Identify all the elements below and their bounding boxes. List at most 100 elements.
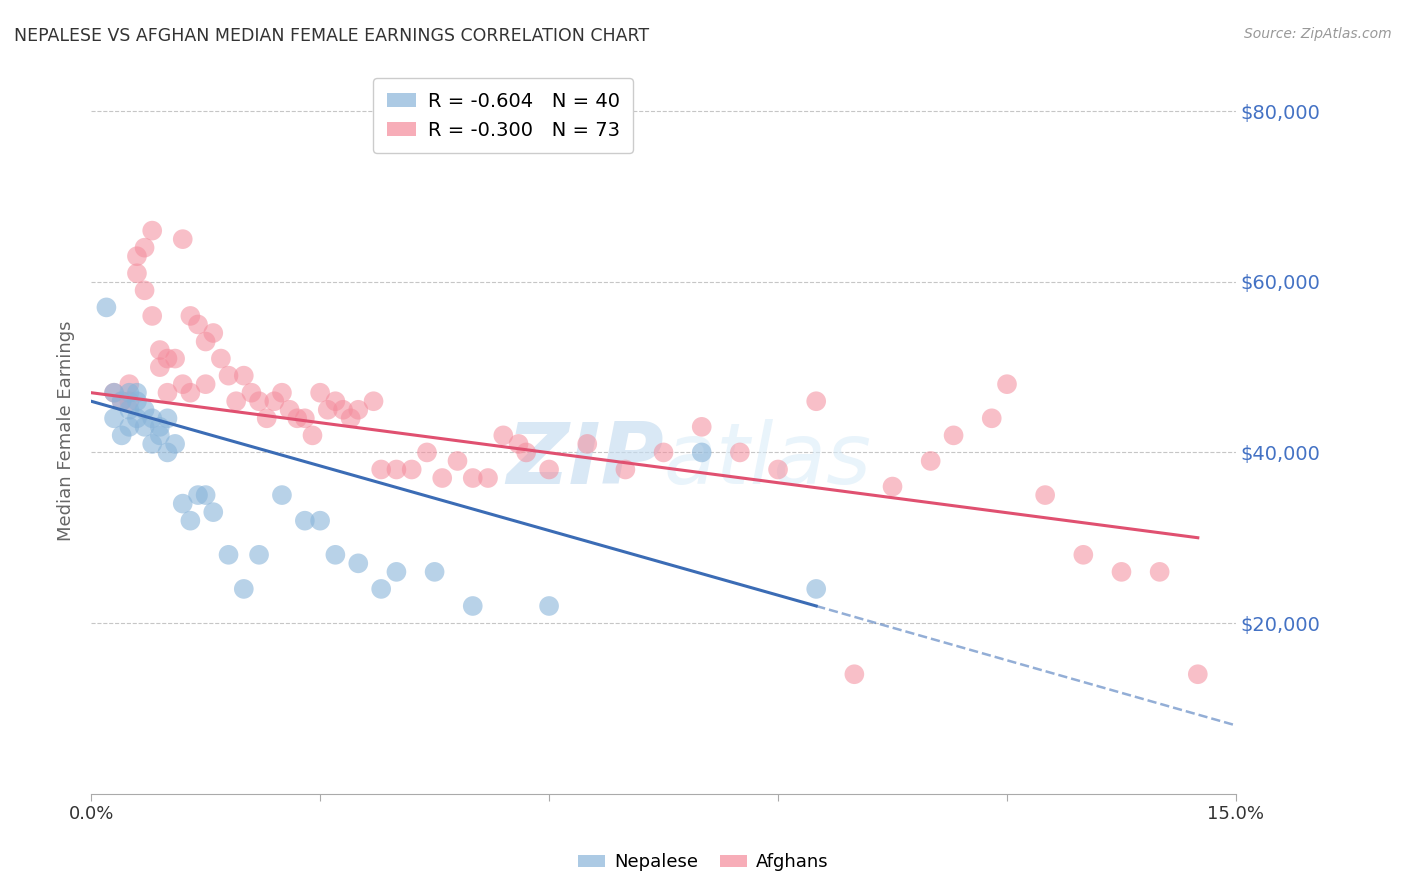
Point (125, 411, 148, 425)
Point (576, 437, 599, 451)
Point (149, 360, 172, 375)
Point (194, 377, 217, 392)
Point (111, 394, 134, 409)
Point (844, 667, 866, 681)
Point (515, 445, 537, 459)
Point (179, 385, 201, 400)
Point (882, 479, 904, 493)
Point (118, 402, 141, 417)
Point (538, 462, 561, 476)
Point (165, 437, 187, 451)
Point (1149, 565, 1171, 579)
Point (446, 454, 468, 468)
Point (247, 548, 270, 562)
Point (339, 411, 361, 425)
Point (247, 394, 270, 409)
Point (187, 318, 209, 332)
Point (477, 471, 499, 485)
Point (766, 462, 789, 476)
Point (125, 385, 148, 400)
Point (179, 309, 201, 323)
Y-axis label: Median Female Earnings: Median Female Earnings (58, 321, 75, 541)
Point (218, 368, 240, 383)
Point (325, 394, 347, 409)
Point (995, 377, 1018, 392)
Point (134, 241, 156, 255)
Point (728, 445, 751, 459)
Point (690, 420, 713, 434)
Point (149, 420, 172, 434)
Point (538, 599, 561, 613)
Point (980, 411, 1002, 425)
Point (294, 411, 316, 425)
Point (652, 445, 675, 459)
Point (309, 514, 332, 528)
Point (370, 462, 392, 476)
Point (118, 377, 141, 392)
Point (285, 411, 308, 425)
Point (1111, 565, 1133, 579)
Point (347, 557, 370, 571)
Point (134, 402, 156, 417)
Point (309, 385, 332, 400)
Point (363, 394, 385, 409)
Point (332, 402, 354, 417)
Point (942, 428, 965, 442)
Point (141, 224, 163, 238)
Point (240, 385, 263, 400)
Point (263, 394, 285, 409)
Point (225, 394, 247, 409)
Point (156, 385, 179, 400)
Point (118, 420, 141, 434)
Point (172, 497, 194, 511)
Point (156, 351, 179, 366)
Point (614, 462, 637, 476)
Point (141, 309, 163, 323)
Point (111, 394, 134, 409)
Point (156, 411, 179, 425)
Point (325, 548, 347, 562)
Point (232, 368, 254, 383)
Point (385, 462, 408, 476)
Text: Source: ZipAtlas.com: Source: ZipAtlas.com (1244, 27, 1392, 41)
Text: NEPALESE VS AFGHAN MEDIAN FEMALE EARNINGS CORRELATION CHART: NEPALESE VS AFGHAN MEDIAN FEMALE EARNING… (14, 27, 650, 45)
Point (149, 428, 172, 442)
Point (232, 582, 254, 596)
Point (96, 301, 118, 315)
Point (806, 394, 828, 409)
Point (316, 402, 339, 417)
Point (209, 351, 232, 366)
Point (920, 454, 942, 468)
Point (111, 428, 134, 442)
Point (149, 343, 172, 357)
Point (194, 334, 217, 349)
Legend: R = -0.604   N = 40, R = -0.300   N = 73: R = -0.604 N = 40, R = -0.300 N = 73 (373, 78, 633, 153)
Point (165, 351, 187, 366)
Point (134, 283, 156, 297)
Point (294, 514, 316, 528)
Point (461, 599, 484, 613)
Point (385, 565, 408, 579)
Point (172, 232, 194, 246)
Point (416, 445, 439, 459)
Point (256, 411, 278, 425)
Point (806, 582, 828, 596)
Point (202, 505, 225, 519)
Point (103, 385, 125, 400)
Point (125, 394, 148, 409)
Point (103, 411, 125, 425)
Point (461, 471, 484, 485)
Point (118, 385, 141, 400)
Text: ZIP: ZIP (506, 418, 664, 501)
Point (141, 411, 163, 425)
Point (118, 394, 141, 409)
Point (1033, 488, 1056, 502)
Point (690, 445, 713, 459)
Text: atlas: atlas (664, 418, 872, 501)
Point (134, 420, 156, 434)
Point (125, 249, 148, 263)
Point (172, 377, 194, 392)
Point (194, 488, 217, 502)
Point (301, 428, 323, 442)
Point (271, 385, 294, 400)
